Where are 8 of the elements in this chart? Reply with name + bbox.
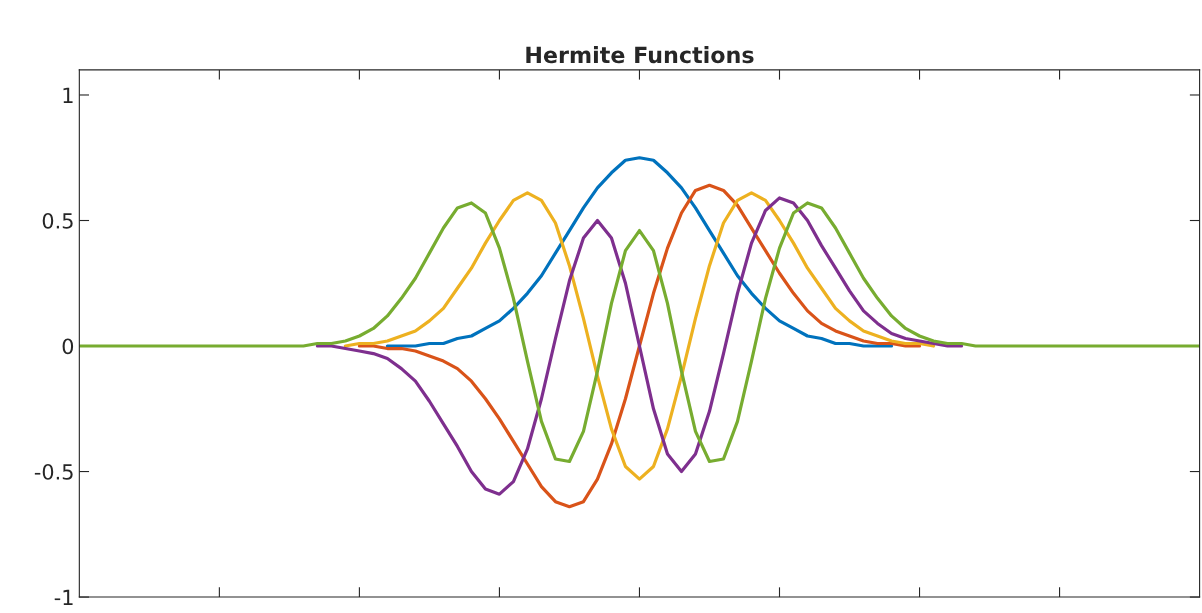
chart-title: Hermite Functions [526,46,754,64]
y-tick-label: -0.5 [34,464,73,480]
line-series [385,156,894,348]
y-tick-label: 0.5 [42,212,73,229]
line-series [79,201,1200,464]
y-tick-label: 0 [62,338,74,355]
y-tick-label: 1 [63,87,73,103]
y-tick-label: -1 [54,589,73,605]
